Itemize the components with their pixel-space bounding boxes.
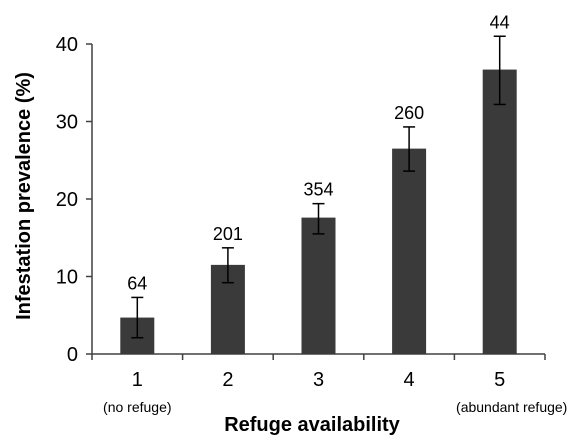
y-tick-label: 20 bbox=[56, 189, 78, 211]
bar bbox=[301, 217, 336, 354]
y-tick-label: 30 bbox=[56, 112, 78, 134]
y-tick-label: 40 bbox=[56, 34, 78, 56]
y-tick-label: 0 bbox=[67, 344, 78, 366]
data-label: 354 bbox=[303, 180, 333, 200]
x-tick-label: 4 bbox=[404, 369, 415, 391]
x-tick-label: 2 bbox=[222, 369, 233, 391]
data-label: 201 bbox=[213, 224, 243, 244]
data-label: 44 bbox=[490, 12, 510, 32]
x-tick-sublabel: (abundant refuge) bbox=[456, 399, 567, 415]
x-tick-label: 3 bbox=[313, 369, 324, 391]
x-tick-label: 1 bbox=[132, 369, 143, 391]
y-axis-title: Infestation prevalence (%) bbox=[13, 72, 35, 320]
bar bbox=[482, 69, 517, 354]
data-label: 260 bbox=[394, 103, 424, 123]
data-label: 64 bbox=[127, 273, 147, 293]
y-tick-label: 10 bbox=[56, 267, 78, 289]
bar bbox=[392, 148, 427, 354]
x-tick-label: 5 bbox=[494, 369, 505, 391]
x-axis-title: Refuge availability bbox=[224, 414, 400, 436]
x-tick-sublabel: (no refuge) bbox=[103, 399, 171, 415]
